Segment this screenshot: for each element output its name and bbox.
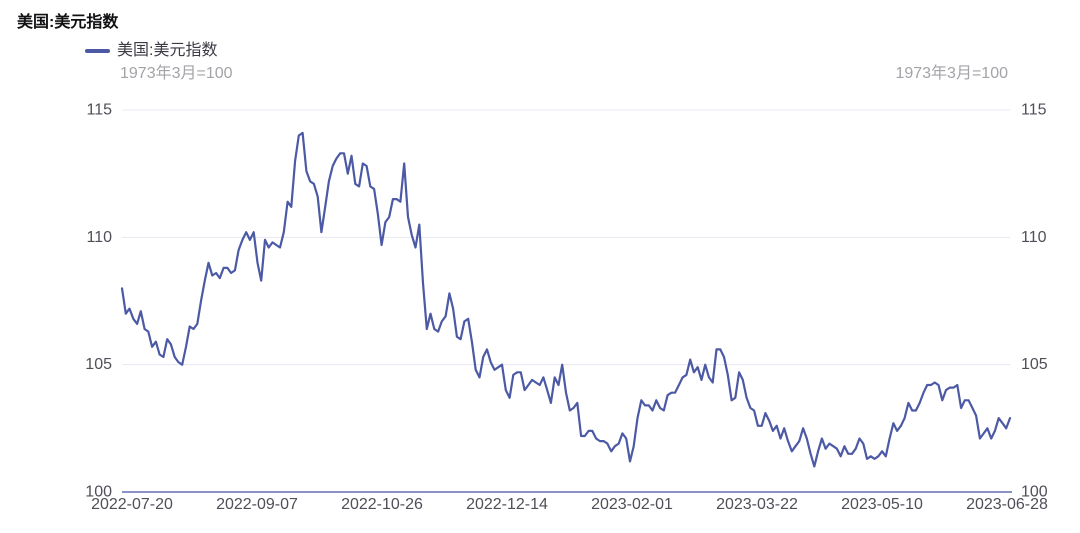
y-axis-labels-right: 100 105 110 115 [1021, 102, 1048, 501]
x-axis-label: 2022-07-20 [91, 496, 173, 513]
series-line[interactable] [120, 131, 1012, 468]
y-axis-label-right: 110 [1021, 229, 1047, 246]
series-layer[interactable] [120, 131, 1012, 468]
x-axis-label: 2023-02-01 [591, 496, 673, 513]
y-axis-label-right: 115 [1021, 102, 1047, 119]
unit-note-right: 1973年3月=100 [895, 65, 1008, 82]
legend-line-marker-icon [85, 49, 110, 53]
legend-item[interactable]: 美国:美元指数 [85, 41, 217, 61]
y-axis-label-left: 115 [86, 102, 112, 119]
y-axis-label-left: 110 [86, 229, 112, 246]
x-axis-label: 2023-06-28 [966, 496, 1048, 513]
legend-label: 美国:美元指数 [117, 42, 218, 59]
x-axis-label: 2022-12-14 [466, 496, 548, 513]
gridlines-layer [122, 109, 1010, 366]
y-axis-label-left: 105 [85, 356, 112, 373]
page-title: 美国:美元指数 [17, 14, 119, 31]
y-axis-label-left: 100 [85, 484, 112, 501]
x-axis-label: 2022-10-26 [341, 496, 423, 513]
x-axis-label: 2023-05-10 [841, 496, 923, 513]
y-axis-label-right: 105 [1021, 356, 1048, 373]
y-axis-label-right: 100 [1021, 484, 1048, 501]
x-axis-label: 2023-03-22 [716, 496, 798, 513]
unit-note-left: 1973年3月=100 [120, 65, 233, 82]
x-axis-labels: 2022-07-20 2022-09-07 2022-10-26 2022-12-14… [91, 496, 1048, 513]
y-axis-labels-left: 100 105 110 115 [85, 102, 112, 501]
x-axis-label: 2022-09-07 [216, 496, 298, 513]
